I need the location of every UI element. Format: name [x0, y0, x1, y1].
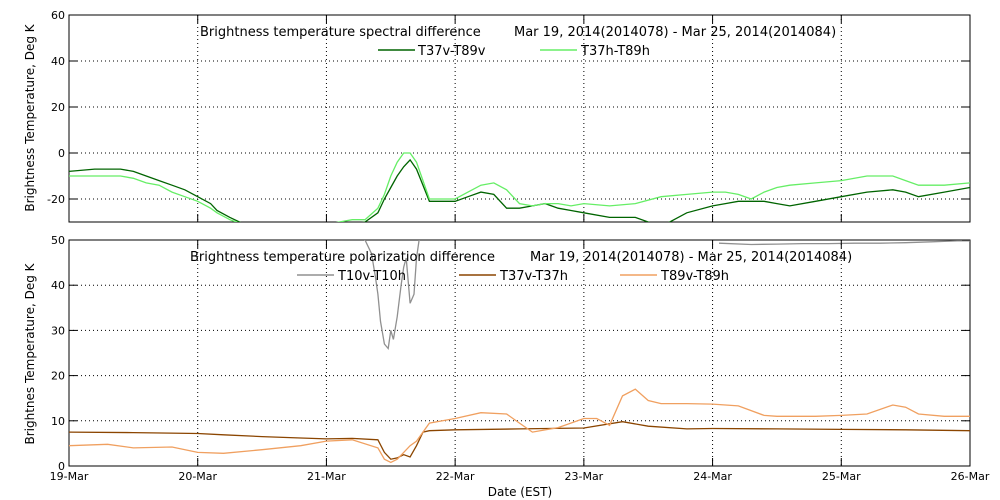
bottom-ytick-label: 30 — [51, 324, 65, 337]
top-ytick-label: 40 — [51, 55, 65, 68]
x-tick-label: 20-Mar — [178, 470, 217, 483]
polarization-difference-panel: 0 10 20 30 40 50 19-Mar 20-Mar 21-Mar 22-Mar 23-M… — [23, 234, 990, 499]
bottom-plot-frame — [68, 239, 971, 467]
x-axis-label: Date (EST) — [488, 485, 552, 499]
x-tick-label: 21-Mar — [307, 470, 346, 483]
series-line-t89v-t89h — [69, 388, 970, 464]
top-y-axis-label: Brightness Temperature, Deg K — [23, 23, 37, 211]
bottom-y-axis-label: Brightnes Temperature, Deg K — [23, 262, 37, 444]
top-y-ticks: -20 0 20 40 60 — [47, 9, 970, 222]
series-line-t37v-t89v — [69, 158, 970, 222]
bottom-x-ticks: 19-Mar 20-Mar 21-Mar 22-Mar 23-Mar 24-Mar 25-M… — [50, 470, 990, 483]
top-grid — [69, 15, 970, 222]
series-line-t10v-t10h-segment — [718, 240, 970, 246]
series-line-t10v-t10h — [363, 240, 420, 351]
x-tick-label: 19-Mar — [50, 470, 89, 483]
bottom-ytick-label: 40 — [51, 279, 65, 292]
x-tick-label: 22-Mar — [436, 470, 475, 483]
bottom-ytick-label: 50 — [51, 234, 65, 247]
legend-label-t37v-t37h: T37v-T37h — [499, 269, 568, 284]
bottom-date-range: Mar 19, 2014(2014078) - Mar 25, 2014(201… — [530, 250, 852, 265]
series-line-t37v-t37h — [69, 421, 970, 460]
series-line-t37h-t89h — [69, 152, 970, 222]
top-date-range: Mar 19, 2014(2014078) - Mar 25, 2014(201… — [514, 25, 836, 40]
x-tick-label: 24-Mar — [693, 470, 732, 483]
bottom-ytick-label: 0 — [58, 460, 65, 473]
top-ytick-label: -20 — [47, 193, 65, 206]
top-ytick-label: 0 — [58, 147, 65, 160]
x-tick-label: 25-Mar — [822, 470, 861, 483]
legend-label-t10v-t10h: T10v-T10h — [337, 269, 406, 284]
legend-label-t37v-t89v: T37v-T89v — [417, 44, 486, 59]
bottom-y-ticks: 0 10 20 30 40 50 — [51, 234, 970, 473]
top-series-layer — [69, 152, 970, 222]
x-tick-label: 23-Mar — [564, 470, 603, 483]
spectral-difference-panel: -20 0 20 40 60 Brightness temperature spectr… — [23, 9, 971, 223]
bottom-ytick-label: 20 — [51, 370, 65, 383]
top-plot-frame — [68, 14, 971, 223]
top-chart-title: Brightness temperature spectral differen… — [200, 25, 481, 40]
legend-label-t37h-t89h: T37h-T89h — [580, 44, 650, 59]
bottom-chart-title: Brightness temperature polarization diff… — [190, 250, 495, 265]
x-tick-label: 26-Mar — [951, 470, 990, 483]
bottom-series-layer — [69, 240, 970, 464]
top-ytick-label: 60 — [51, 9, 65, 22]
legend-label-t89v-t89h: T89v-T89h — [660, 269, 729, 284]
bottom-ytick-label: 10 — [51, 415, 65, 428]
top-ytick-label: 20 — [51, 101, 65, 114]
